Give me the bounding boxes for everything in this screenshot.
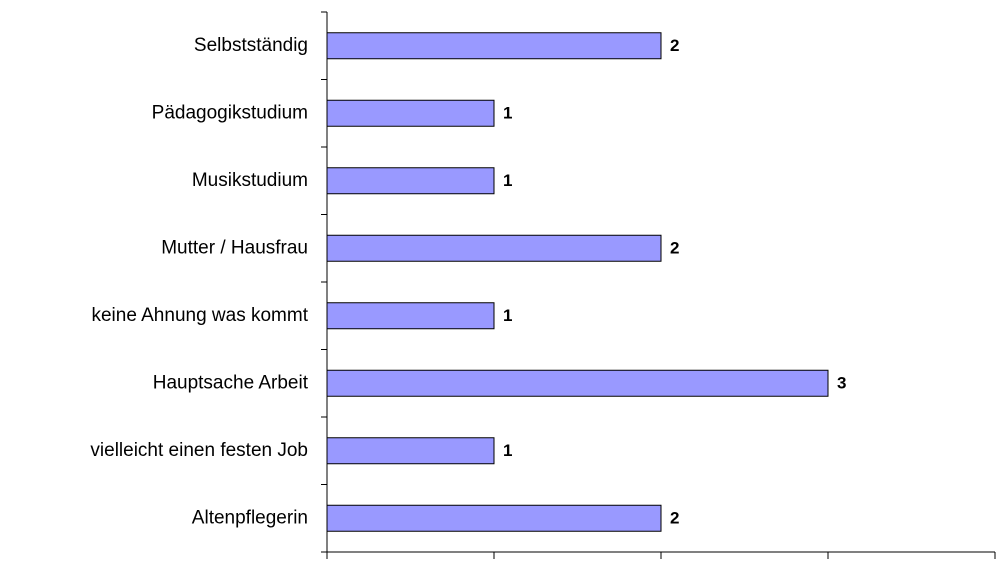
value-label: 1	[503, 171, 512, 190]
category-label: keine Ahnung was kommt	[91, 305, 308, 326]
category-label: Musikstudium	[192, 170, 308, 191]
bar	[326, 99, 495, 127]
x-tick-label: 1	[489, 571, 499, 574]
value-label: 1	[503, 441, 512, 460]
bar	[326, 234, 662, 262]
category-label: Mutter / Hausfrau	[161, 237, 308, 258]
x-tick-label: 0	[322, 571, 332, 574]
value-label: 2	[670, 239, 679, 258]
bar	[326, 504, 662, 532]
bar	[326, 302, 495, 330]
x-tick-label: 2	[656, 571, 666, 574]
category-label: Hauptsache Arbeit	[153, 372, 309, 393]
value-label: 1	[503, 104, 512, 123]
value-label: 2	[670, 509, 679, 528]
x-tick-label: 4	[990, 571, 1000, 574]
x-tick-label: 3	[823, 571, 833, 574]
bar	[326, 437, 495, 465]
category-label: vielleicht einen festen Job	[90, 440, 308, 461]
bar	[326, 167, 495, 195]
value-label: 1	[503, 306, 512, 325]
value-label: 2	[670, 36, 679, 55]
bar	[326, 32, 662, 60]
value-label: 3	[837, 374, 846, 393]
bar	[326, 369, 829, 397]
category-label: Altenpflegerin	[192, 507, 308, 528]
category-label: Selbstständig	[194, 35, 308, 56]
category-label: Pädagogikstudium	[152, 102, 308, 123]
